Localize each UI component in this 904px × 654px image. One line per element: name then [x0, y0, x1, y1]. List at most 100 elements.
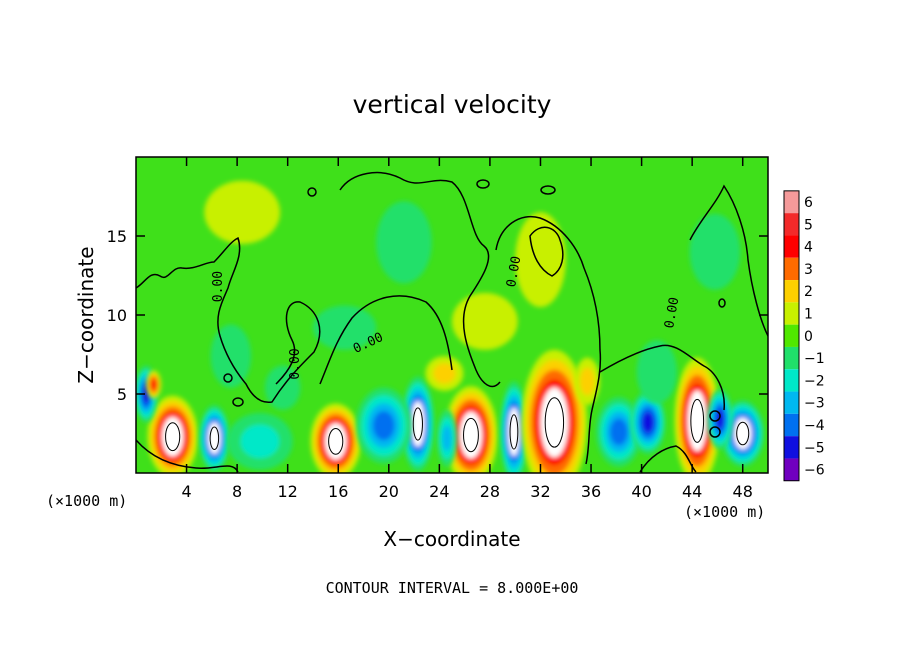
peak-contours: [165, 397, 750, 455]
velocity-cell-band: [610, 418, 628, 446]
zero-contour-line: [136, 439, 239, 473]
zero-contour-line: [529, 226, 564, 277]
x-axis-unit-left: (×1000 m): [46, 492, 127, 510]
velocity-cell: [312, 305, 377, 350]
velocity-cell: [210, 324, 252, 388]
zero-contour-line: [232, 397, 244, 407]
x-tick-label: 8: [232, 482, 242, 501]
y-tick-label: 15: [107, 227, 127, 246]
contour-label: 0.00: [662, 296, 682, 329]
velocity-cell-band: [312, 305, 377, 350]
velocity-cell-band: [689, 213, 741, 290]
colorbar-swatch: [784, 213, 799, 236]
y-tick-label: 10: [107, 306, 127, 325]
peak-contour-line: [736, 421, 750, 446]
colorbar-swatch: [784, 257, 799, 281]
zero-contour-line: [495, 215, 602, 465]
contour-label: 0.00: [211, 271, 226, 302]
velocity-cell-band: [240, 424, 280, 459]
x-axis-ticks: 4 8 12 16 20 24 28 32 36 40 44 48: [181, 157, 753, 501]
colorbar-label: −3: [804, 396, 825, 412]
velocity-cell-band: [433, 363, 456, 384]
velocity-cell-band: [150, 379, 157, 390]
velocity-cell-band: [579, 367, 595, 396]
velocity-cell-band: [636, 340, 677, 404]
x-tick-label: 4: [181, 482, 191, 501]
colorbar-frame: [783, 190, 800, 482]
x-tick-label: 28: [480, 482, 500, 501]
zero-contour-line: [709, 426, 721, 438]
peak-contour-line: [328, 428, 344, 455]
velocity-cell: [204, 180, 281, 244]
velocity-cell: [425, 356, 464, 391]
colorbar-label: 0: [804, 329, 813, 345]
peak-contour-line: [165, 422, 181, 452]
zero-contours: [136, 171, 768, 473]
colorbar-label: −4: [804, 418, 825, 434]
velocity-cell: [515, 212, 566, 308]
x-axis-label: X−coordinate: [383, 527, 520, 551]
colorbar-swatch: [784, 436, 799, 459]
colorbar-label: 6: [804, 195, 813, 211]
velocity-cell: [355, 387, 412, 464]
colorbar-swatch: [784, 280, 799, 303]
colorbar-swatch: [784, 391, 799, 414]
x-tick-label: 16: [328, 482, 348, 501]
peak-contour-line: [690, 398, 705, 443]
colorbar-swatch: [784, 413, 799, 437]
velocity-cell: [636, 340, 677, 404]
colorbar-swatch: [784, 235, 799, 258]
y-axis-ticks: 5 10 15: [107, 227, 768, 404]
velocity-cell: [199, 405, 230, 472]
velocity-cell-band: [715, 408, 725, 430]
zero-contour-line: [339, 171, 501, 388]
velocity-cell-band: [442, 425, 452, 452]
y-axis-label: Z−coordinate: [74, 246, 98, 383]
velocity-cell: [436, 409, 458, 467]
velocity-cell-band: [373, 411, 395, 441]
colorbar: 6 5 4 3 2 1 0 −1 −2 −3 −4 −5 −6: [783, 190, 825, 482]
velocity-cell: [689, 213, 741, 290]
zero-contour-line: [540, 185, 556, 195]
velocity-cell-band: [641, 411, 655, 434]
x-tick-label: 48: [733, 482, 753, 501]
velocity-cell-band: [452, 292, 518, 350]
velocity-cell-band: [515, 212, 566, 308]
peak-contour-line: [509, 414, 519, 450]
x-tick-label: 44: [682, 482, 702, 501]
colorbar-label: 4: [804, 240, 813, 256]
zero-contour-line: [689, 184, 768, 337]
peak-contour-line: [463, 417, 479, 453]
colorbar-swatch: [784, 302, 799, 325]
y-tick-label: 5: [117, 385, 127, 404]
colorbar-label: −2: [804, 373, 825, 389]
peak-contour-line: [544, 397, 565, 448]
zero-contour-line: [223, 373, 233, 383]
colorbar-label: −6: [804, 463, 825, 479]
x-axis-unit-right: (×1000 m): [684, 503, 765, 521]
colorbar-swatch: [784, 190, 799, 214]
x-tick-label: 40: [631, 482, 651, 501]
peak-contour-line: [209, 426, 220, 451]
velocity-cell: [630, 390, 666, 455]
x-tick-label: 36: [581, 482, 601, 501]
zero-contour-line: [599, 344, 725, 411]
velocity-cell: [310, 403, 361, 473]
plot-area: 0.000.000.000.000.00: [136, 157, 768, 473]
colorbar-swatch: [784, 346, 799, 370]
velocity-cell-band: [376, 201, 432, 284]
zero-contour-line: [476, 179, 490, 189]
colorbar-swatch: [784, 369, 799, 392]
velocity-cell: [227, 412, 293, 470]
velocity-cell: [376, 201, 432, 284]
peak-contour-line: [412, 407, 423, 441]
contour-label: 0.00: [288, 348, 303, 379]
zero-contour-line: [718, 298, 726, 308]
zero-contour-line: [307, 187, 317, 197]
velocity-cell-band: [210, 324, 252, 388]
velocity-cell: [574, 357, 600, 406]
velocity-cell: [146, 370, 162, 399]
colorbar-swatch: [784, 458, 799, 481]
zero-contour-line: [709, 410, 721, 422]
